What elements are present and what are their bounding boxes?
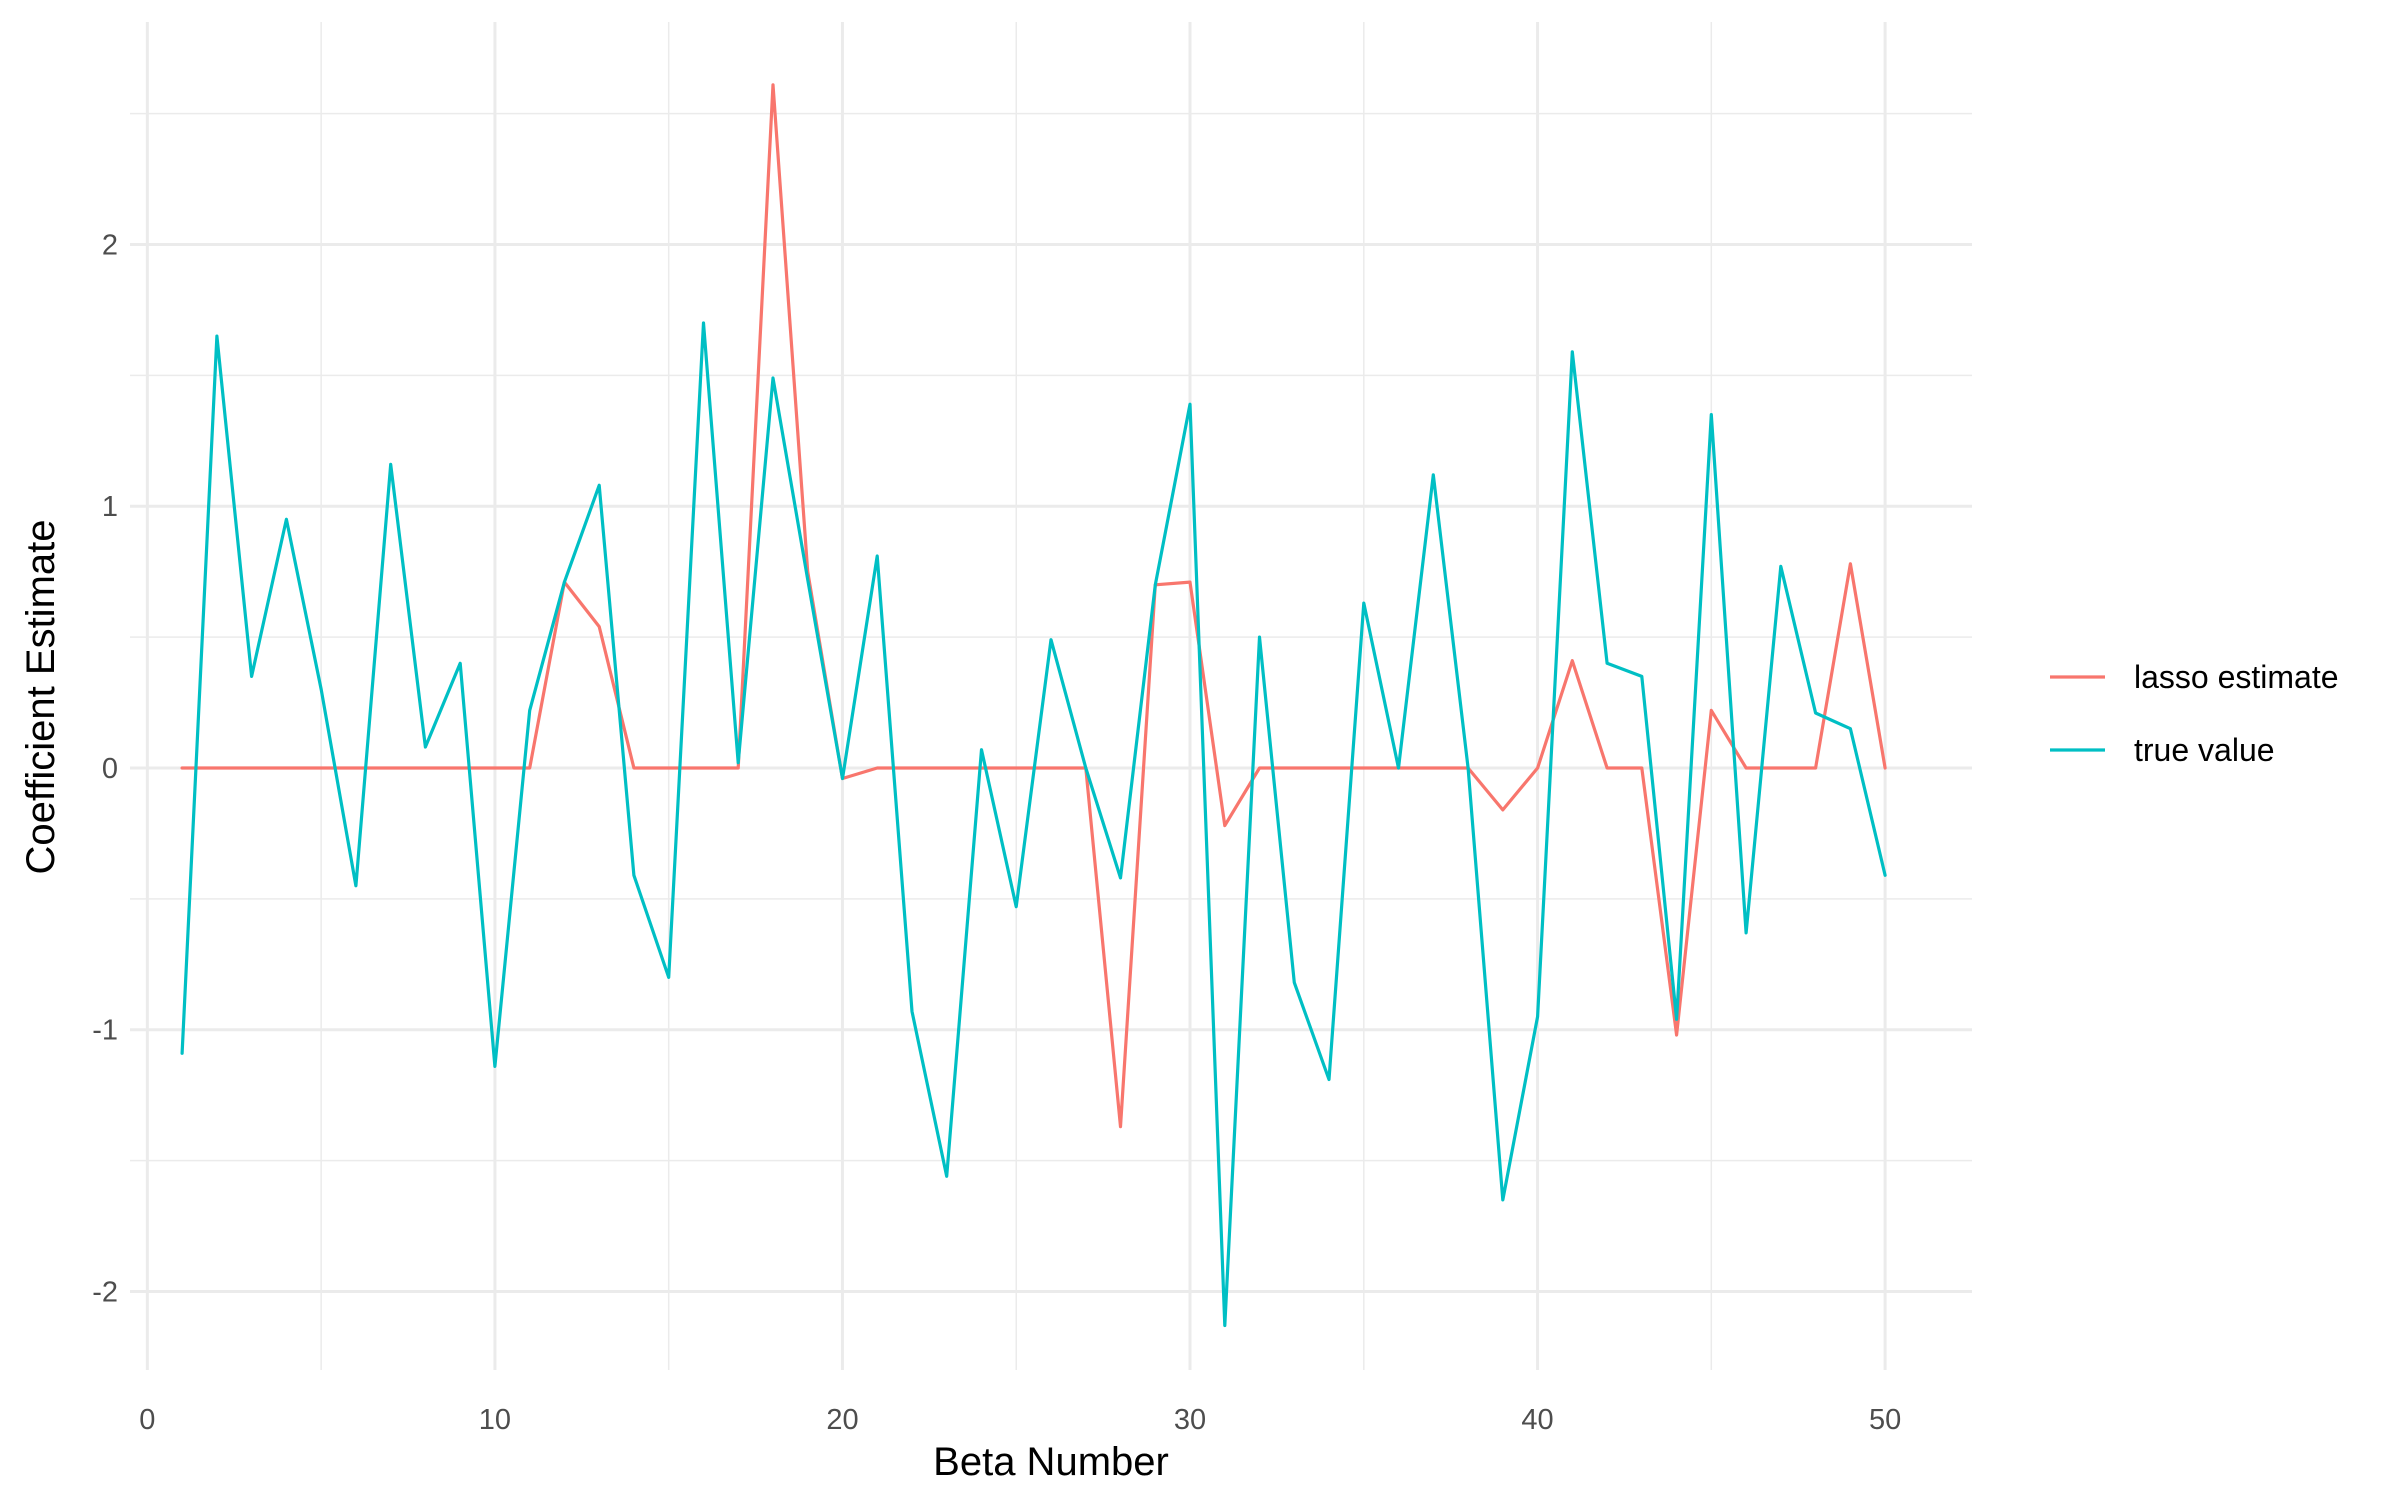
legend: lasso estimate true value xyxy=(2050,659,2339,768)
x-tick-label: 10 xyxy=(479,1404,511,1436)
x-tick-label: 0 xyxy=(139,1404,155,1436)
y-tick-label: -1 xyxy=(92,1015,118,1047)
x-tick-label: 50 xyxy=(1869,1404,1901,1436)
series-line-true-value xyxy=(180,321,1887,1328)
legend-label-true-value: true value xyxy=(2134,732,2275,768)
y-tick-label: -2 xyxy=(92,1276,118,1308)
y-tick-label: 2 xyxy=(102,229,118,261)
minor-gridlines xyxy=(130,22,1972,1370)
x-axis-ticks: 0 10 20 30 40 50 xyxy=(139,1404,1901,1436)
y-axis-ticks: -2 -1 0 1 2 xyxy=(92,229,118,1308)
x-tick-label: 30 xyxy=(1174,1404,1206,1436)
x-axis-title: Beta Number xyxy=(933,1440,1169,1484)
legend-label-lasso-estimate: lasso estimate xyxy=(2134,659,2339,695)
series-line-lasso-estimate xyxy=(180,83,1887,1129)
series-lines xyxy=(180,83,1887,1328)
x-tick-label: 20 xyxy=(826,1404,858,1436)
y-tick-label: 1 xyxy=(102,491,118,523)
x-tick-label: 40 xyxy=(1521,1404,1553,1436)
y-tick-label: 0 xyxy=(102,753,118,785)
y-axis-title: Coefficient Estimate xyxy=(19,520,63,875)
